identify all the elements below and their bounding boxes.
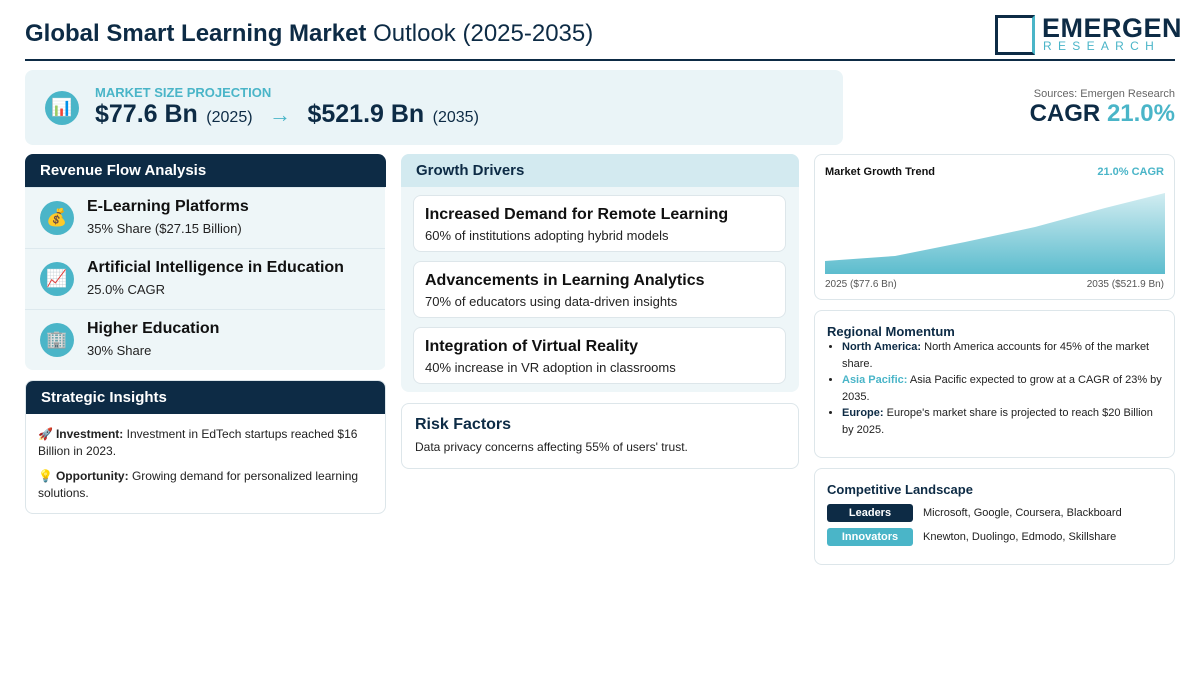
competitive-names: Microsoft, Google, Coursera, Blackboard [923,507,1122,519]
revenue-title: Revenue Flow Analysis [25,154,386,187]
projection-values: $77.6 Bn (2025) → $521.9 Bn (2035) [95,100,479,129]
title-rest: Outlook (2025-2035) [373,20,594,47]
revenue-detail: 30% Share [87,343,152,358]
region-name: Europe: [842,407,884,419]
driver-title: Integration of Virtual Reality [425,338,639,355]
competitive-card: Competitive Landscape Leaders Microsoft, … [814,468,1175,565]
revenue-name: Higher Education [87,320,220,337]
competitive-tag: Leaders [827,504,913,522]
drivers-card: Growth Drivers Increased Demand for Remo… [401,154,799,392]
insight-icon: 💡 [38,469,53,483]
revenue-icon: 📈 [40,262,74,296]
header-rule [25,59,1175,61]
trend-title: Market Growth Trend [825,166,936,178]
insight-icon: 🚀 [38,427,53,441]
regional-card: Regional Momentum North America: North A… [814,310,1175,458]
insight: 💡 Opportunity: Growing demand for persona… [38,468,373,502]
trend-badge: 21.0% CAGR [1097,166,1164,178]
region-text: Asia Pacific expected to grow at a CAGR … [842,374,1162,403]
driver: Increased Demand for Remote Learning 60% … [413,195,786,252]
insights-card: Strategic Insights 🚀 Investment: Investme… [25,380,386,514]
region-item: Europe: Europe's market share is project… [842,405,1165,438]
insight-label: Investment: [55,427,124,441]
start-year: (2025) [206,109,253,126]
competitive-names: Knewton, Duolingo, Edmodo, Skillshare [923,531,1117,543]
title-bold: Global Smart Learning Market [25,20,367,47]
revenue-detail: 25.0% CAGR [87,282,166,297]
revenue-name: Artificial Intelligence in Education [87,259,344,276]
region-name: North America: [842,341,922,353]
trend-card: Market Growth Trend 21.0% CAGR 2025 ($77… [814,154,1175,300]
area-shape [825,193,1165,274]
driver-detail: 40% increase in VR adoption in classroom… [425,360,676,375]
arrow: → [269,102,291,127]
cagr-value: 21.0% [1106,100,1175,127]
driver-title: Advancements in Learning Analytics [425,272,705,289]
revenue-item: 💰 E-Learning Platforms 35% Share ($27.15 B… [25,187,385,248]
revenue-item: 📈 Artificial Intelligence in Education 25.… [25,248,385,309]
revenue-icon: 💰 [40,201,74,235]
driver-title: Increased Demand for Remote Learning [425,206,729,223]
cagr: CAGR 21.0% [1030,100,1175,128]
trend-end: 2035 ($521.9 Bn) [1086,279,1164,290]
region-text: Europe's market share is projected to re… [842,407,1153,436]
projection-icon: 📊 [45,91,79,125]
revenue-icon: 🏢 [40,323,74,357]
region-item: North America: North America accounts fo… [842,339,1165,372]
competitive-title: Competitive Landscape [827,482,973,497]
regional-list: North America: North America accounts fo… [815,339,1165,438]
insight: 🚀 Investment: Investment in EdTech startu… [38,426,373,460]
sources: Sources: Emergen Research [1033,88,1175,100]
trend-start: 2025 ($77.6 Bn) [825,279,897,290]
insight-label: Opportunity: [55,469,129,483]
region-item: Asia Pacific: Asia Pacific expected to g… [842,372,1165,405]
insights-title: Strategic Insights [26,381,385,414]
revenue-item: 🏢 Higher Education 30% Share [25,309,385,370]
driver: Advancements in Learning Analytics 70% of… [413,261,786,318]
projection-box: 📊 MARKET SIZE PROJECTION $77.6 Bn (2025)… [25,70,843,145]
start-value: $77.6 Bn [95,100,198,128]
risk-card: Risk Factors Data privacy concerns affec… [401,403,799,469]
logo-sub: RESEARCH [1043,39,1161,53]
risk-title: Risk Factors [415,416,512,433]
driver-detail: 70% of educators using data-driven insig… [425,294,678,309]
driver-detail: 60% of institutions adopting hybrid mode… [425,228,669,243]
trend-area [825,193,1165,274]
revenue-card: Revenue Flow Analysis 💰 E-Learning Platfo… [25,154,386,370]
competitive-tag: Innovators [827,528,913,546]
cagr-label: CAGR [1029,100,1101,127]
region-name: Asia Pacific: [842,374,908,386]
logo-mark [995,15,1035,55]
region-text: North America accounts for 45% of the ma… [842,341,1150,370]
projection-label: MARKET SIZE PROJECTION [95,85,272,100]
end-year: (2035) [432,109,479,126]
title: Global Smart Learning Market Outlook (20… [25,20,593,48]
drivers-title: Growth Drivers [401,154,799,187]
logo-main: EMERGEN [1042,13,1183,43]
revenue-name: E-Learning Platforms [87,198,249,215]
end-value: $521.9 Bn [307,100,425,128]
regional-title: Regional Momentum [827,324,955,339]
risk-text: Data privacy concerns affecting 55% of u… [415,440,688,454]
insight-text: Growing demand for personalized learning… [38,469,359,500]
revenue-detail: 35% Share ($27.15 Billion) [87,221,242,236]
driver: Integration of Virtual Reality 40% increa… [413,327,786,384]
insight-text: Investment in EdTech startups reached $1… [38,427,358,458]
